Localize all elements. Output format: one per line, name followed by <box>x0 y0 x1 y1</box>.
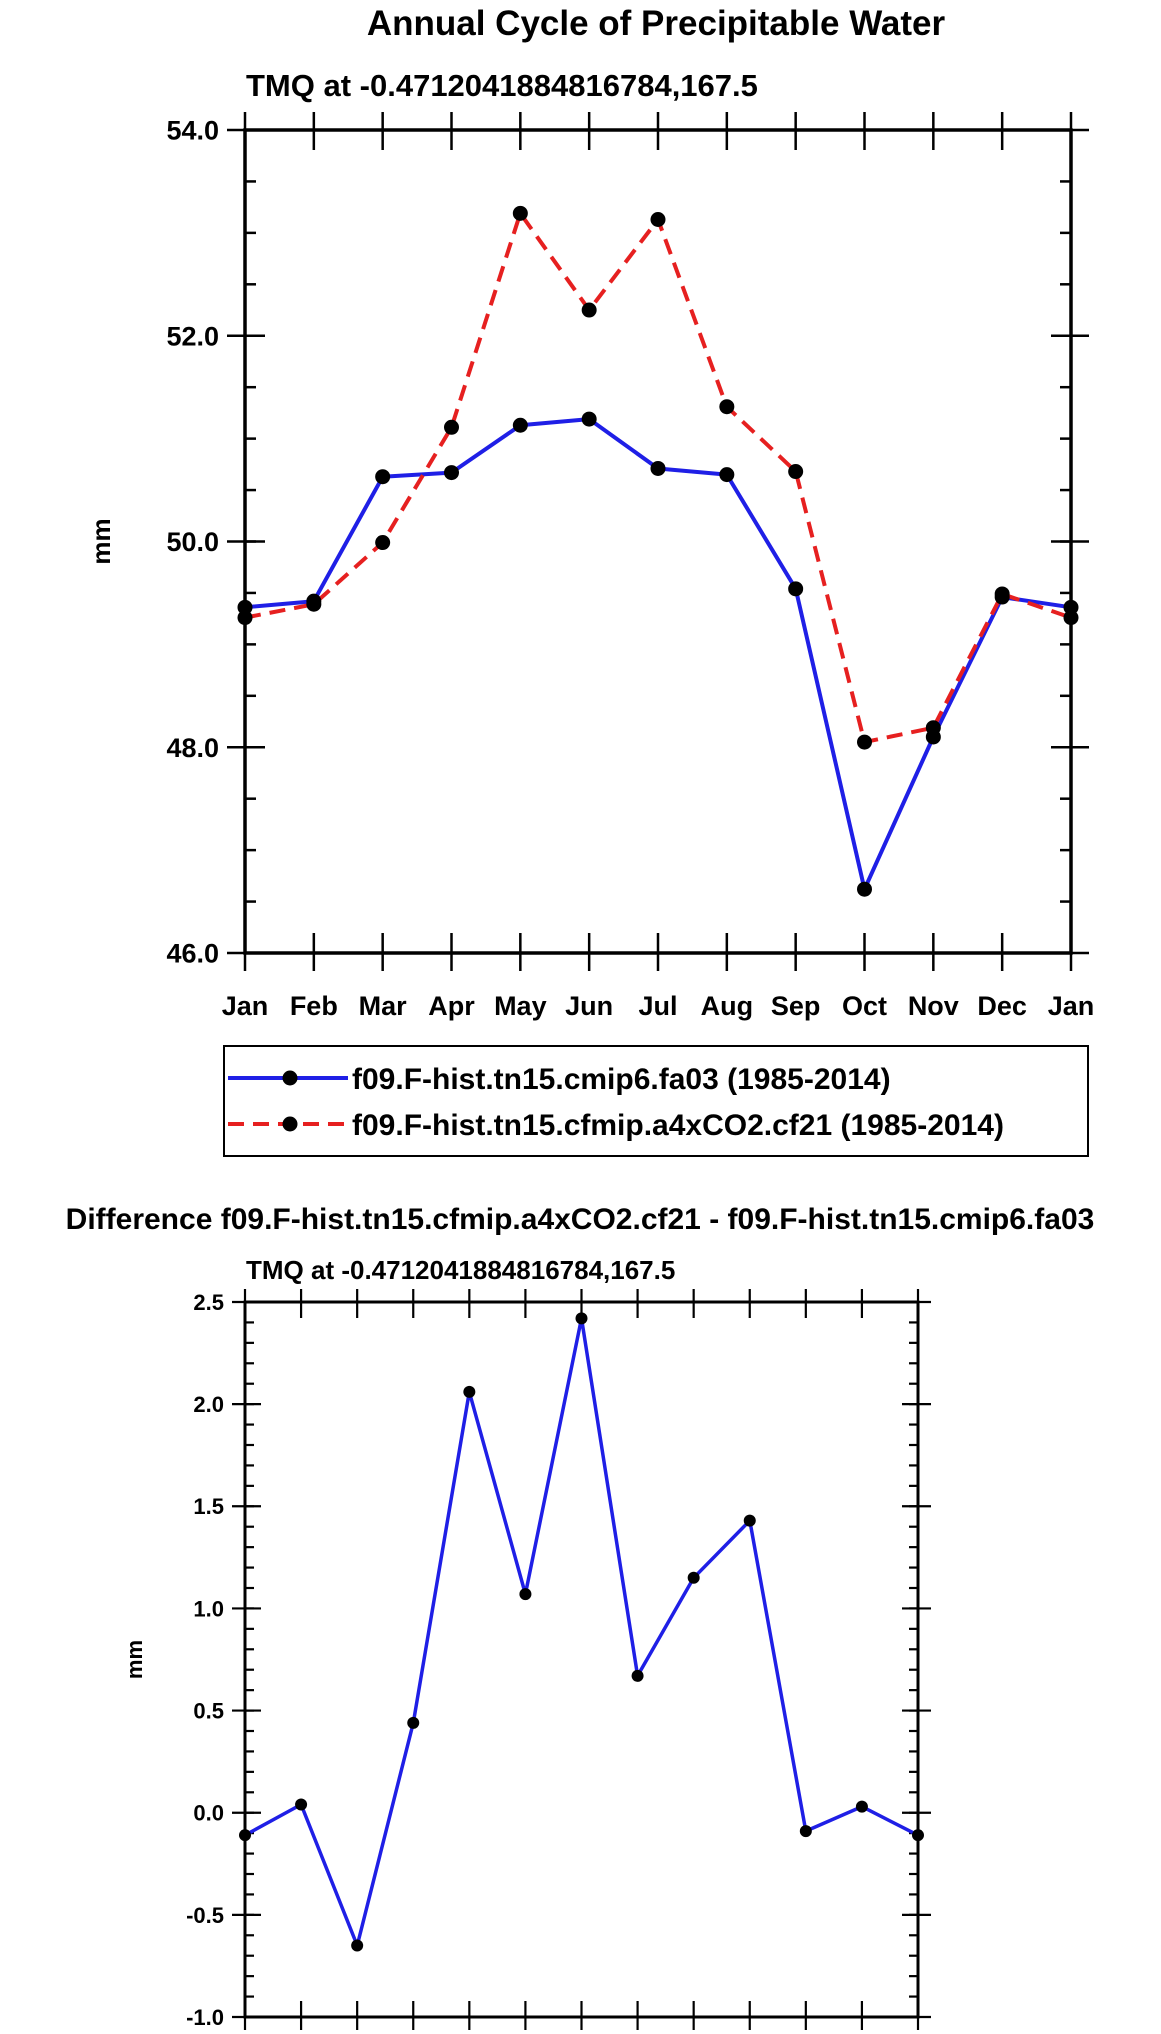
x-tick-label-dec: Dec <box>842 2032 882 2034</box>
bottom-chart-suptitle: Difference f09.F-hist.tn15.cfmip.a4xCO2.… <box>66 1203 1095 1236</box>
x-tick-label-feb: Feb <box>282 2032 321 2034</box>
x-tick-label-sep: Sep <box>673 2032 713 2034</box>
x-tick-label-jun: Jun <box>506 2032 545 2034</box>
data-point-series-1-apr <box>444 465 459 481</box>
data-point-series-1-mar <box>351 1939 364 1952</box>
data-point-series-1-may <box>512 417 528 433</box>
y-tick-label: 0.0 <box>193 1801 224 1826</box>
legend-label-series-2: f09.F-hist.tn15.cfmip.a4xCO2.cf21 (1985-… <box>352 1109 1004 1142</box>
legend-marker-series-2 <box>282 1116 298 1132</box>
top-chart: 46.0 48.0 50.0 52.0 54.0 Jan Feb Mar Apr May Jun Ju… <box>86 112 1094 1021</box>
top-chart-title: TMQ at -0.4712041884816784,167.5 <box>246 68 758 103</box>
x-tick-label-jan: Jan <box>226 2032 264 2034</box>
x-tick-label-nov: Nov <box>908 991 959 1021</box>
y-tick-label: -0.5 <box>186 1903 224 1928</box>
data-point-series-1-jul <box>575 1312 588 1325</box>
data-point-series-1-jun <box>519 1588 532 1601</box>
y-tick-label: 0.5 <box>193 1698 224 1723</box>
data-point-series-1-jul <box>650 460 666 476</box>
x-tick-label-oct: Oct <box>731 2032 768 2034</box>
data-point-series-2-apr <box>444 419 459 435</box>
data-point-series-1-jan <box>239 1829 251 1842</box>
x-tick-label-jan: Jan <box>1048 991 1095 1021</box>
x-tick-label-aug: Aug <box>701 991 753 1021</box>
y-axis-label: mm <box>86 518 116 564</box>
y-tick-label: 54.0 <box>166 116 219 146</box>
x-tick-label-apr: Apr <box>428 991 475 1021</box>
data-point-series-1-oct <box>857 881 872 897</box>
data-point-series-2-feb <box>306 596 322 612</box>
x-tick-label-may: May <box>494 991 547 1021</box>
data-point-series-2-jul <box>650 212 666 228</box>
x-tick-label-jun: Jun <box>565 991 613 1021</box>
y-tick-label: 2.5 <box>193 1290 224 1315</box>
x-tick-label-sep: Sep <box>771 991 821 1021</box>
x-tick-label-dec: Dec <box>977 991 1027 1021</box>
data-point-series-2-jun <box>581 302 597 318</box>
x-tick-label-apr: Apr <box>394 2032 432 2034</box>
data-point-series-1-aug <box>719 467 735 483</box>
y-tick-label: 50.0 <box>166 527 219 557</box>
y-tick-label: -1.0 <box>186 2005 224 2030</box>
x-tick-label-aug: Aug <box>616 2032 659 2034</box>
x-tick-label-mar: Mar <box>359 991 408 1021</box>
x-tick-label-may: May <box>448 2032 492 2034</box>
data-point-series-1-jan <box>237 599 253 615</box>
bottom-chart-title: TMQ at -0.4712041884816784,167.5 <box>246 1255 675 1285</box>
y-axis-label: mm <box>122 1640 147 1679</box>
data-point-series-2-nov <box>925 720 941 736</box>
data-point-series-2-sep <box>788 464 804 480</box>
data-point-series-1-oct <box>743 1514 756 1527</box>
x-tick-label-jan: Jan <box>222 991 269 1021</box>
data-point-series-1-sep <box>687 1571 700 1584</box>
bottom-chart: -1.0 -0.5 0.0 0.5 1.0 1.5 2.0 2.5 Jan Feb Mar Apr Ma… <box>122 1289 937 2034</box>
data-point-series-1-may <box>463 1385 476 1398</box>
data-point-series-2-aug <box>719 399 735 415</box>
data-point-series-2-oct <box>857 734 872 750</box>
data-point-series-1-sep <box>788 581 804 597</box>
data-point-series-2-dec <box>994 586 1010 602</box>
y-tick-label: 1.5 <box>193 1494 224 1519</box>
data-point-series-1-mar <box>375 469 391 485</box>
x-tick-label-jan: Jan <box>899 2032 937 2034</box>
figure-title: Annual Cycle of Precipitable Water <box>367 4 946 43</box>
data-point-series-1-jun <box>581 411 597 427</box>
x-tick-label-feb: Feb <box>290 991 338 1021</box>
data-point-series-2-mar <box>375 535 391 551</box>
data-point-series-1-feb <box>295 1798 308 1811</box>
legend: f09.F-hist.tn15.cmip6.fa03 (1985-2014) f… <box>223 1045 1089 1157</box>
y-tick-label: 46.0 <box>166 939 219 969</box>
data-point-series-2-jan <box>1063 610 1079 626</box>
data-point-series-1-jan <box>912 1829 924 1842</box>
legend-box <box>223 1045 1089 1157</box>
y-tick-label: 48.0 <box>166 733 219 763</box>
y-tick-label: 2.0 <box>193 1392 224 1417</box>
y-tick-label: 52.0 <box>166 321 219 351</box>
x-tick-label-oct: Oct <box>842 991 887 1021</box>
data-point-series-1-jan <box>1063 599 1079 615</box>
x-tick-label-nov: Nov <box>785 2032 827 2034</box>
legend-marker-series-1 <box>282 1070 298 1086</box>
data-point-series-1-nov <box>799 1825 812 1838</box>
data-point-series-2-jan <box>237 610 253 626</box>
data-point-series-1-apr <box>407 1716 420 1729</box>
legend-label-series-1: f09.F-hist.tn15.cmip6.fa03 (1985-2014) <box>352 1063 891 1096</box>
y-tick-label: 1.0 <box>193 1596 224 1621</box>
data-point-series-2-may <box>512 205 528 221</box>
x-tick-label-mar: Mar <box>338 2032 378 2034</box>
data-point-series-1-dec <box>855 1800 868 1813</box>
data-point-series-1-aug <box>631 1669 644 1682</box>
x-tick-label-jul: Jul <box>638 991 677 1021</box>
x-tick-label-jul: Jul <box>566 2032 598 2034</box>
